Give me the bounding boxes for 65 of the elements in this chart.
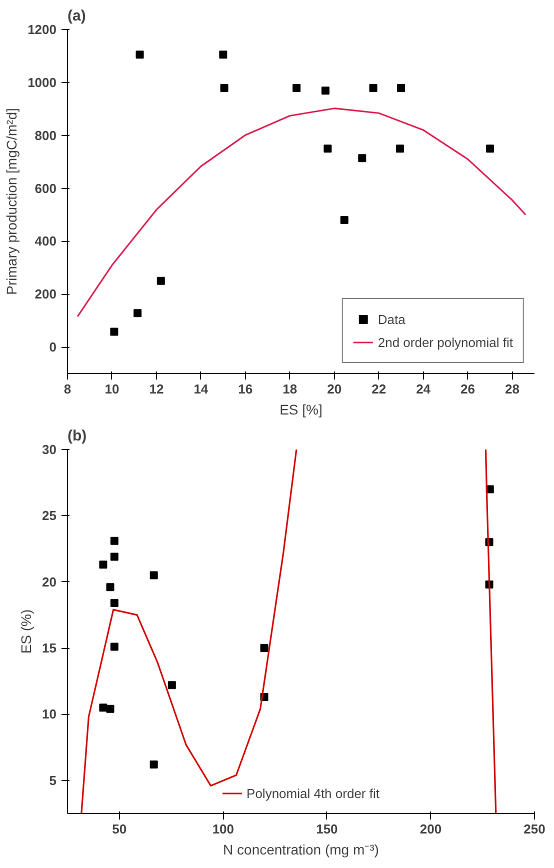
- y-tick-label: 30: [42, 442, 57, 457]
- point: [340, 216, 348, 224]
- point: [358, 154, 366, 162]
- y-tick-label: 25: [42, 508, 57, 524]
- point: [369, 84, 378, 92]
- point: [396, 144, 404, 153]
- point: [260, 644, 268, 652]
- x-tick-label: 150: [316, 822, 338, 836]
- x-tick-label: 24: [416, 382, 432, 396]
- y-tick-label: 5: [49, 772, 57, 788]
- point: [168, 681, 176, 690]
- y-tick-label: 400: [34, 234, 57, 249]
- point: [150, 760, 158, 769]
- x-tick-label: 16: [238, 382, 253, 396]
- x-axis-title: N concentration (mg m⁻³): [223, 842, 379, 858]
- point: [106, 704, 114, 713]
- x-tick-label: 200: [420, 822, 442, 836]
- point: [486, 144, 494, 153]
- x-tick-label: 50: [112, 822, 127, 836]
- point: [219, 50, 228, 59]
- x-tick-label: 8: [64, 382, 72, 396]
- point: [110, 328, 118, 336]
- point: [99, 704, 108, 712]
- y-tick-label: 0: [49, 340, 57, 355]
- point: [99, 560, 108, 569]
- x-tick-label: 20: [327, 382, 342, 396]
- y-axis-title: Primary production [mgC/m²d]: [4, 108, 20, 295]
- point: [110, 552, 118, 561]
- point: [324, 144, 332, 153]
- legend-label: Polynomial 4th order fit: [246, 786, 380, 800]
- x-tick-label: 10: [104, 382, 120, 396]
- point: [397, 84, 406, 92]
- point: [110, 536, 118, 545]
- y-axis-title: ES (%): [18, 609, 34, 654]
- point: [321, 86, 330, 95]
- y-tick-label: 20: [42, 574, 57, 590]
- point: [134, 309, 142, 318]
- y-tick-label: 200: [34, 286, 57, 302]
- x-tick-label: 14: [194, 382, 209, 396]
- y-tick-label: 800: [34, 128, 57, 143]
- x-tick-label: 22: [372, 382, 386, 396]
- x-axis-title: ES [%]: [280, 402, 322, 418]
- point: [110, 599, 118, 608]
- y-tick-label: 15: [42, 640, 57, 656]
- y-tick-label: 600: [34, 180, 57, 196]
- x-tick-label: 100: [212, 822, 234, 836]
- point: [156, 276, 165, 285]
- chart-title: (b): [68, 428, 87, 444]
- point: [220, 84, 228, 92]
- legend-label: 2nd order polynomial fit: [378, 334, 513, 350]
- x-tick-label: 18: [282, 382, 298, 396]
- point: [292, 84, 301, 92]
- point: [136, 50, 144, 59]
- point: [150, 571, 158, 580]
- x-tick-label: 12: [149, 382, 164, 396]
- x-tick-label: 28: [505, 382, 520, 396]
- chart-title: (a): [68, 8, 86, 24]
- x-tick-label: 250: [524, 822, 546, 836]
- point: [110, 642, 118, 651]
- point: [106, 583, 114, 592]
- x-tick-label: 26: [460, 382, 476, 396]
- y-tick-label: 1200: [28, 22, 56, 37]
- y-tick-label: 1000: [28, 74, 56, 90]
- legend-label: Data: [378, 312, 406, 326]
- y-tick-label: 10: [42, 706, 57, 722]
